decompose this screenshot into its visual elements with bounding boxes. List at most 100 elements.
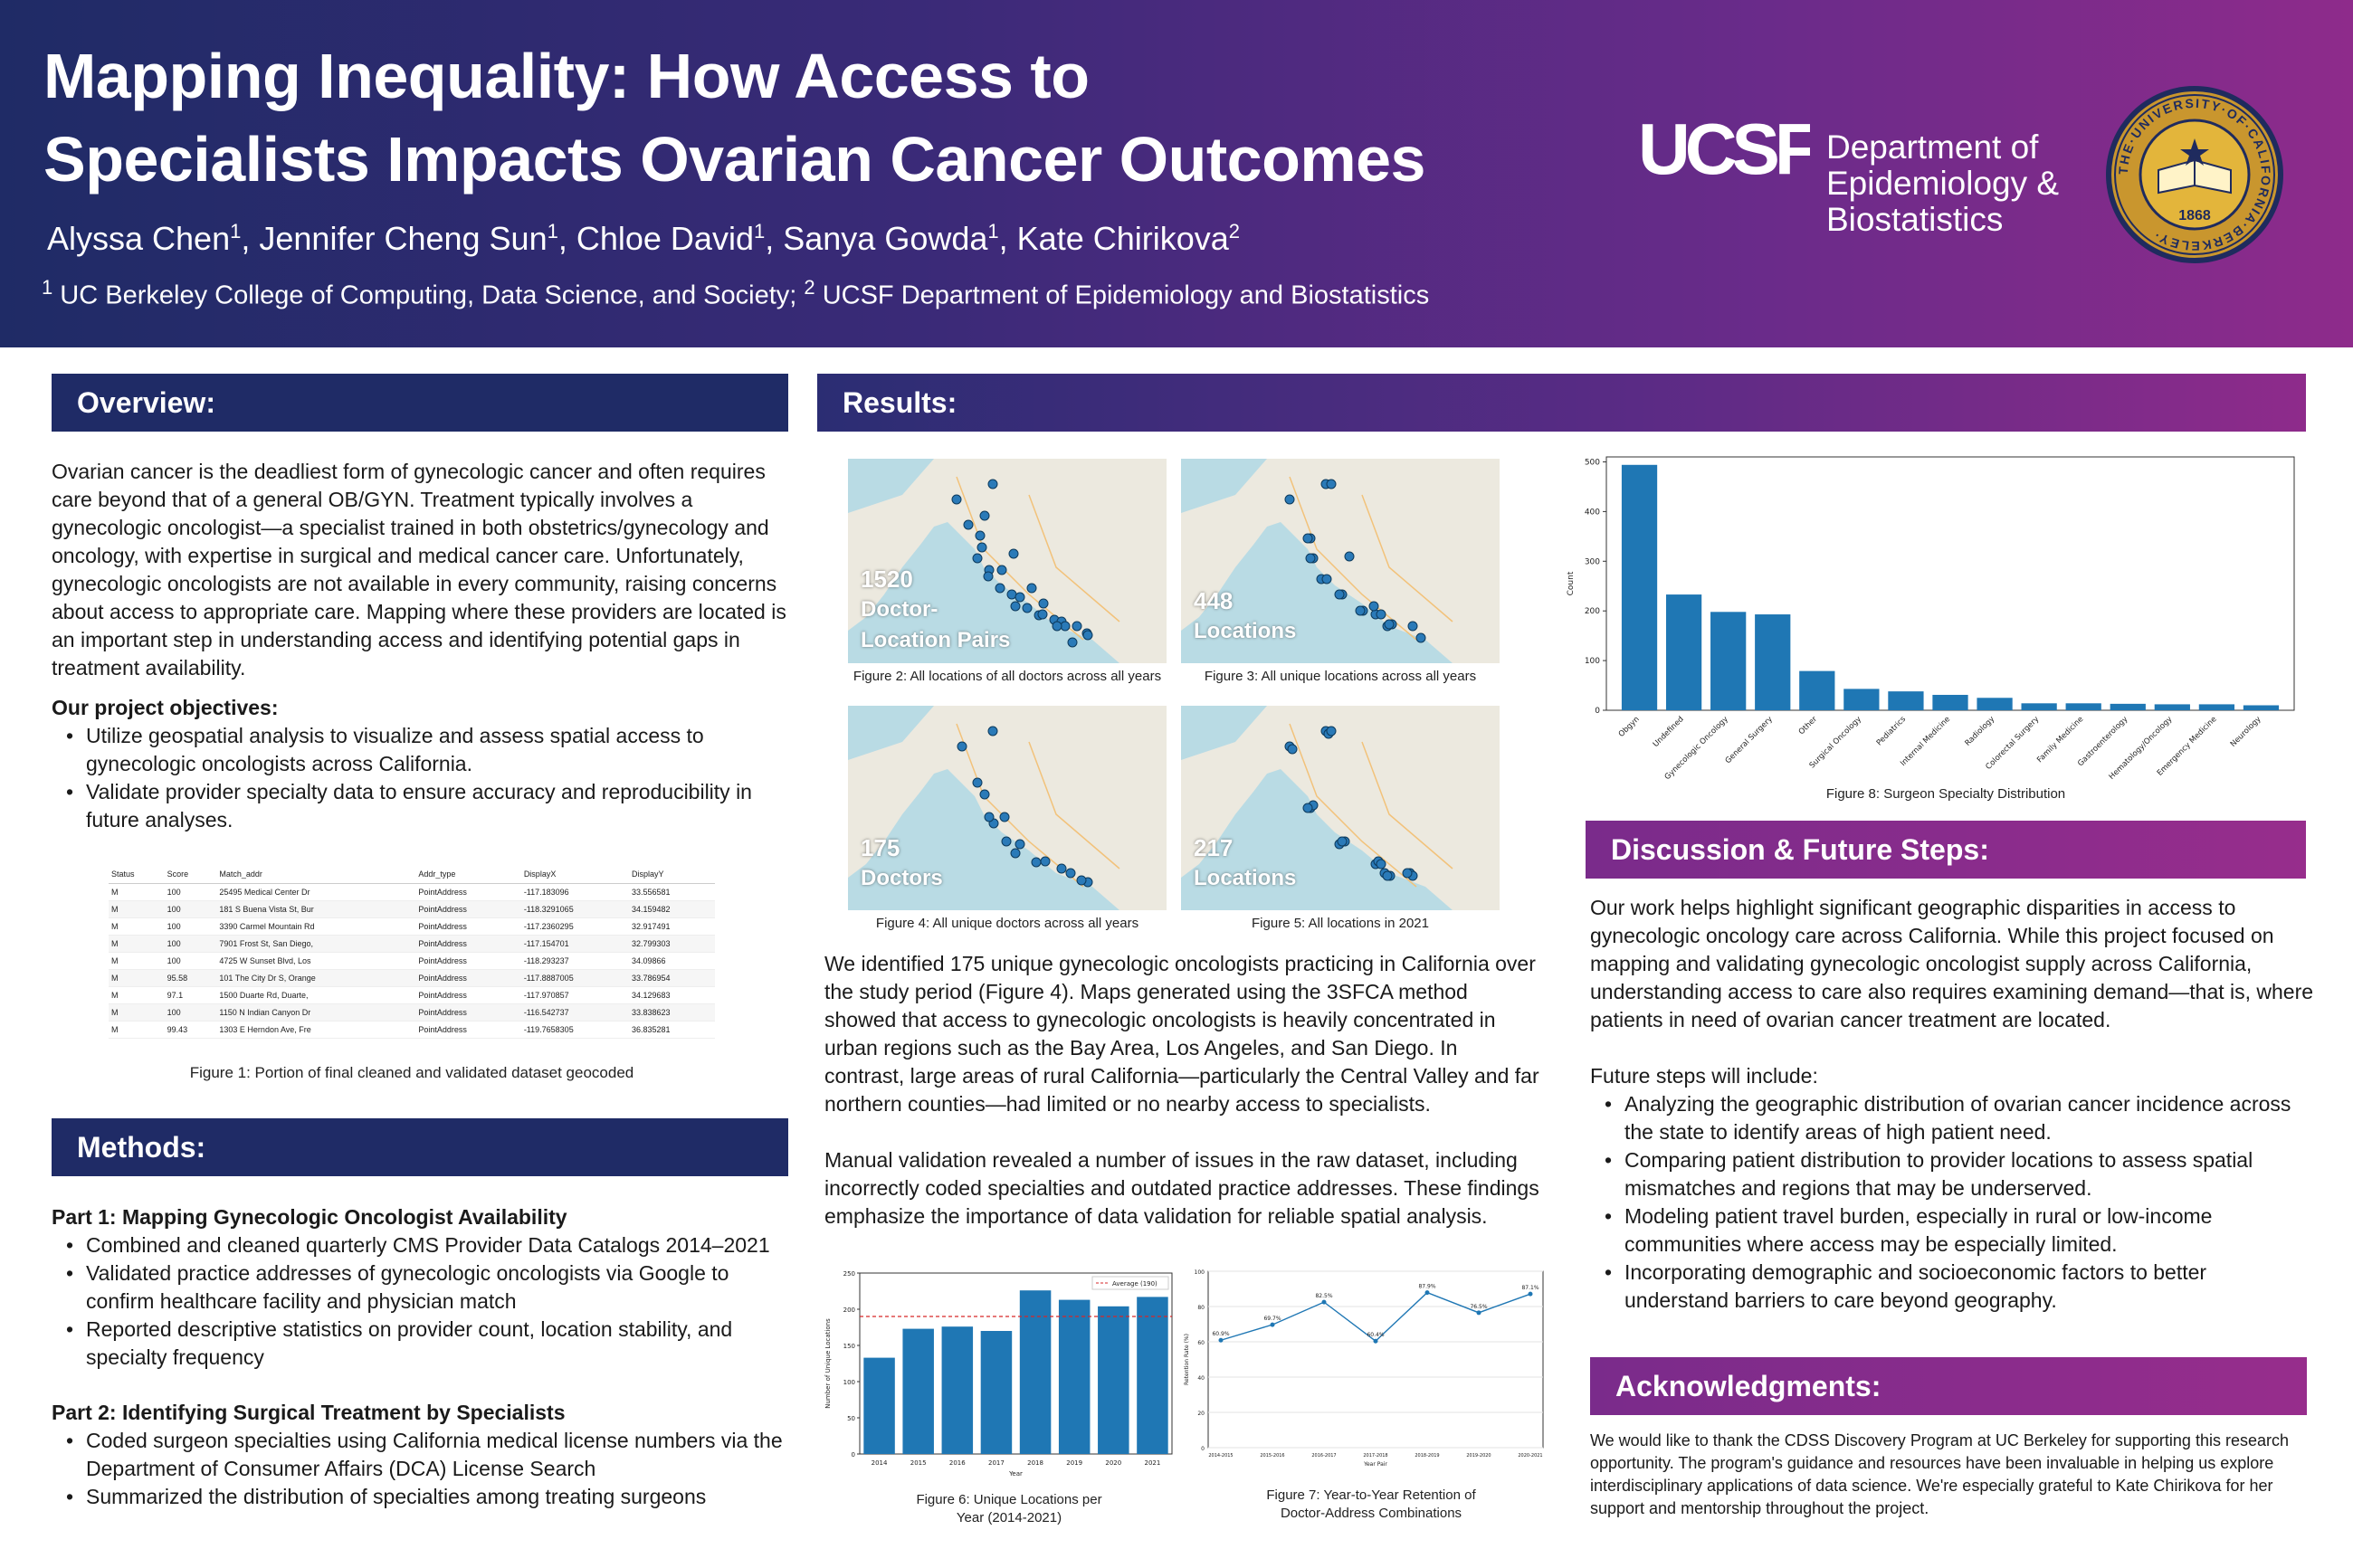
table-cell: -119.7658305 — [520, 1021, 629, 1039]
location-marker — [1376, 859, 1386, 870]
x-tick-label: 2018 — [1027, 1459, 1043, 1467]
results-heading: Results: — [817, 374, 2306, 432]
ucsf-logo: UCSF — [1638, 109, 1810, 189]
col-addr-type: Addr_type — [415, 865, 521, 884]
x-tick-label: 2020-2021 — [1518, 1453, 1542, 1459]
location-marker — [1038, 598, 1049, 609]
bar — [1932, 694, 1968, 710]
data-point — [1476, 1310, 1481, 1316]
map-stat-label: Locations — [1194, 866, 1297, 890]
table-cell: 101 The City Dr S, Orange — [216, 969, 416, 987]
x-tick-label: 2015-2016 — [1260, 1453, 1284, 1459]
road-lines — [1289, 723, 1453, 888]
unique-locations-bar-chart: 0 50 100 150 200 250 2014 2015 2016 2017 2018 2019 2… — [824, 1270, 1173, 1478]
california-map — [848, 706, 1167, 910]
table-cell: M — [109, 917, 165, 936]
location-marker — [999, 812, 1010, 822]
map-figure-3: 448 Locations — [1181, 459, 1500, 663]
california-map — [1181, 706, 1500, 910]
table-cell: M — [109, 883, 165, 901]
table-header-row: Status Score Match_addr Addr_type Displa… — [109, 865, 715, 884]
methods-item: Validated practice addresses of gynecolo… — [52, 1259, 794, 1316]
plot-frame — [859, 1272, 1173, 1455]
fig6-caption-line-1: Figure 6: Unique Locations per — [916, 1492, 1102, 1507]
figure-6-caption: Figure 6: Unique Locations per Year (201… — [869, 1491, 1149, 1527]
bar — [1137, 1297, 1168, 1454]
col-match-addr: Match_addr — [216, 865, 416, 884]
methods-item: Coded surgeon specialties using Californ… — [52, 1427, 794, 1483]
affil-2: UCSF Department of Epidemiology and Bios… — [814, 280, 1430, 310]
map-caption-3: Figure 3: All unique locations across al… — [1204, 669, 1477, 684]
title-line-1: Mapping Inequality: How Access to — [43, 41, 1090, 111]
table-cell: 100 — [164, 883, 217, 901]
location-marker — [1368, 601, 1379, 612]
author-name: Sanya Gowda — [783, 220, 988, 257]
legend-label: Average (190) — [1112, 1280, 1157, 1288]
location-marker — [984, 812, 995, 822]
figure-7-caption: Figure 7: Year-to-Year Retention of Doct… — [1231, 1487, 1511, 1523]
table-cell: 100 — [164, 952, 217, 970]
location-marker — [1072, 621, 1082, 632]
dept-line-3: Biostatistics — [1826, 201, 2004, 238]
map-caption-4: Figure 4: All unique doctors across all … — [875, 916, 1139, 931]
location-marker — [1321, 574, 1332, 584]
point-label: 60.9% — [1212, 1331, 1229, 1337]
table-row: M 97.1 1500 Duarte Rd, Duarte, PointAddress… — [109, 986, 715, 1004]
future-heading: Future steps will include: — [1590, 1064, 1818, 1088]
table-cell: M — [109, 1003, 165, 1022]
author-name: Alyssa Chen — [47, 220, 231, 257]
bar — [1755, 614, 1791, 710]
bar — [941, 1326, 974, 1454]
table-cell: 1150 N Indian Canyon Dr — [216, 1003, 416, 1022]
x-tick-label: 2015 — [910, 1459, 927, 1467]
table-cell: 181 S Buena Vista St, Bur — [216, 900, 416, 918]
objective-item: Utilize geospatial analysis to visualize… — [52, 722, 794, 778]
y-tick-label: 100 — [1585, 657, 1600, 666]
table-cell: -117.2360295 — [520, 917, 629, 936]
bar — [2021, 703, 2057, 710]
location-marker — [963, 519, 974, 530]
location-marker — [979, 789, 990, 800]
location-marker — [996, 565, 1007, 575]
point-label: 82.5% — [1315, 1293, 1332, 1299]
location-marker — [1010, 601, 1021, 612]
table-row: M 100 4725 W Sunset Blvd, Los PointAddress -… — [109, 952, 715, 970]
x-tick-label: Radiology — [1964, 715, 1997, 748]
future-item: Analyzing the geographic distribution of… — [1590, 1090, 2314, 1146]
table-body: M 100 25495 Medical Center Dr PointAddress -… — [109, 883, 715, 1039]
table-cell: -117.8887005 — [520, 969, 629, 987]
map-stat-number: 175 — [861, 834, 900, 861]
title-line-2: Specialists Impacts Ovarian Cancer Outco… — [43, 124, 1425, 195]
plot-frame — [1207, 1270, 1544, 1449]
bar — [1977, 698, 2013, 710]
table-row: M 100 1150 N Indian Canyon Dr PointAddress -… — [109, 1003, 715, 1022]
table-cell: 3390 Carmel Mountain Rd — [216, 917, 416, 936]
future-item: Incorporating demographic and socioecono… — [1590, 1259, 2314, 1315]
department-name: Department of Epidemiology & Biostatisti… — [1826, 129, 2059, 238]
land-area — [848, 706, 1167, 910]
y-tick-label: 100 — [843, 1379, 855, 1386]
location-marker — [1402, 868, 1413, 879]
table-cell: 4725 W Sunset Blvd, Los — [216, 952, 416, 970]
data-point — [1321, 1299, 1327, 1305]
map-stat-number: 448 — [1194, 587, 1234, 614]
table-cell: -118.3291065 — [520, 900, 629, 918]
california-map — [848, 459, 1167, 663]
location-marker — [951, 494, 962, 505]
table-cell: 100 — [164, 900, 217, 918]
table-cell: PointAddress — [415, 883, 521, 901]
location-marker — [1376, 609, 1386, 620]
map-stat-label: Doctor- — [861, 597, 938, 622]
location-marker — [1052, 621, 1062, 632]
table-cell: PointAddress — [415, 1003, 521, 1022]
table-cell: 100 — [164, 917, 217, 936]
location-marker — [957, 741, 967, 752]
fig7-caption-line-2: Doctor-Address Combinations — [1280, 1506, 1462, 1521]
table-cell: 100 — [164, 1003, 217, 1022]
location-marker — [1326, 479, 1337, 489]
land-area — [1181, 459, 1500, 663]
map-figure-5: 217 Locations — [1181, 706, 1500, 910]
location-marker — [979, 510, 990, 521]
table-row: M 100 181 S Buena Vista St, Bur PointAddres… — [109, 900, 715, 918]
affiliations: 1 UC Berkeley College of Computing, Data… — [42, 276, 1429, 311]
